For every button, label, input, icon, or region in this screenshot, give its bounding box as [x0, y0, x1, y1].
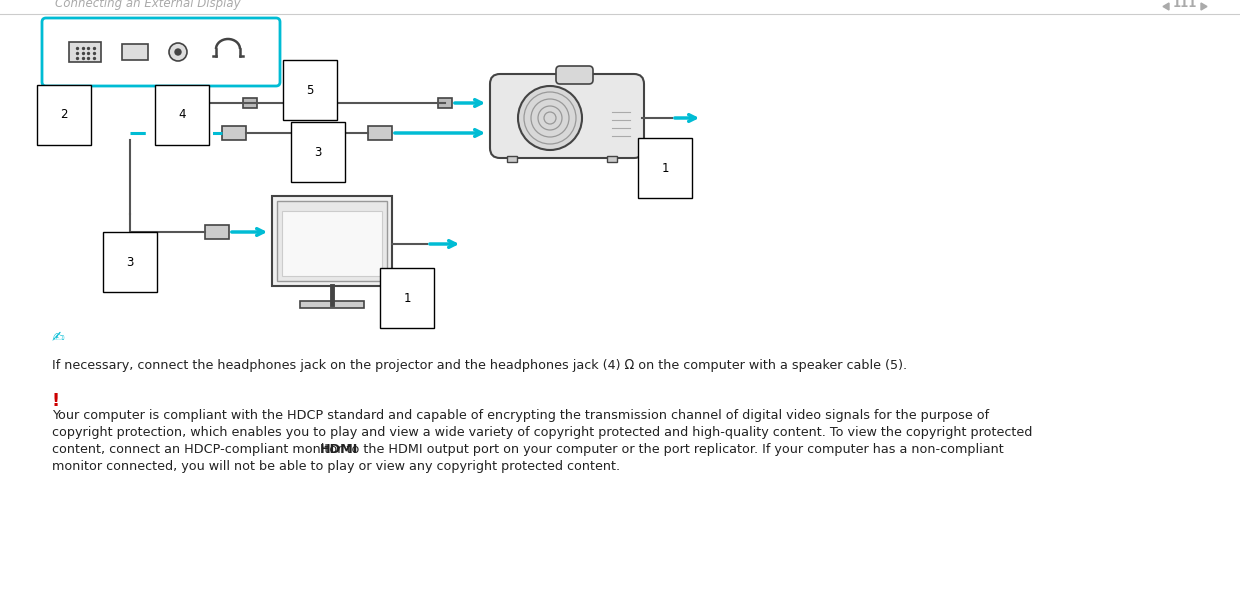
Bar	[69, 42, 100, 62]
Polygon shape	[1202, 3, 1207, 10]
Text: 111: 111	[1173, 0, 1197, 10]
Text: 3: 3	[314, 146, 321, 158]
Bar	[281, 211, 382, 276]
Text: 4: 4	[179, 109, 186, 122]
Bar	[300, 301, 365, 308]
Circle shape	[169, 43, 187, 61]
Text: !: !	[52, 392, 60, 410]
Text: Your computer is compliant with the HDCP standard and capable of encrypting the : Your computer is compliant with the HDCP…	[52, 409, 990, 422]
Text: 3: 3	[126, 255, 134, 268]
Circle shape	[175, 49, 181, 55]
Bar	[608, 156, 618, 162]
Bar	[122, 44, 148, 60]
Text: 2: 2	[61, 109, 68, 122]
Circle shape	[518, 86, 582, 150]
Text: content, connect an HDCP-compliant monitor to the HDMI output port on your compu: content, connect an HDCP-compliant monit…	[52, 443, 1003, 456]
Bar	[507, 156, 517, 162]
FancyBboxPatch shape	[556, 66, 593, 84]
Text: copyright protection, which enables you to play and view a wide variety of copyr: copyright protection, which enables you …	[52, 426, 1033, 439]
Text: 1: 1	[403, 292, 410, 305]
Polygon shape	[1163, 3, 1169, 10]
Text: If necessary, connect the headphones jack on the projector and the headphones ja: If necessary, connect the headphones jac…	[52, 359, 908, 372]
Text: HDMI: HDMI	[320, 443, 358, 456]
Text: monitor connected, you will not be able to play or view any copyright protected : monitor connected, you will not be able …	[52, 460, 620, 473]
Bar	[277, 201, 387, 281]
Bar	[368, 126, 392, 140]
Bar	[438, 98, 453, 108]
Text: Connecting an External Display: Connecting an External Display	[55, 0, 241, 10]
Bar	[222, 126, 246, 140]
Bar	[205, 225, 229, 239]
FancyBboxPatch shape	[490, 74, 644, 158]
Bar	[272, 196, 392, 286]
Text: ✍: ✍	[52, 329, 64, 344]
Bar	[243, 98, 257, 108]
Text: 5: 5	[306, 84, 314, 96]
Text: 1: 1	[661, 161, 668, 174]
